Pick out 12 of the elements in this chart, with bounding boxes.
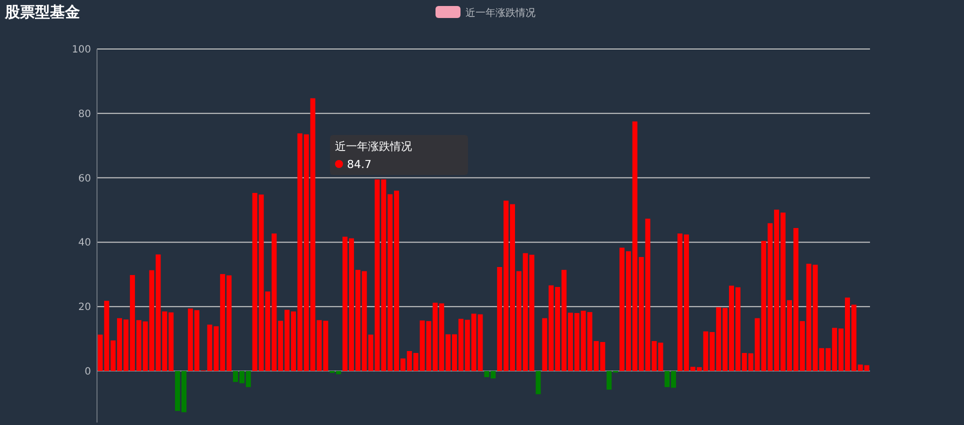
bar bbox=[536, 371, 541, 394]
y-tick-label: 80 bbox=[78, 108, 91, 120]
y-tick-label: 100 bbox=[72, 44, 91, 56]
y-tick-label: 60 bbox=[78, 173, 91, 184]
y-tick-label: 20 bbox=[78, 302, 91, 314]
chart-title: 股票型基金 bbox=[4, 3, 80, 21]
annotation: 近一年涨跌情况 bbox=[335, 140, 412, 153]
y-tick-label: 40 bbox=[78, 238, 91, 249]
tooltip: 近一年涨跌情况 84.7 bbox=[330, 135, 468, 175]
annotation: 84.7 bbox=[347, 158, 372, 171]
y-tick-label: 0 bbox=[84, 366, 91, 378]
legend: 近一年涨跌情况 bbox=[436, 6, 536, 19]
